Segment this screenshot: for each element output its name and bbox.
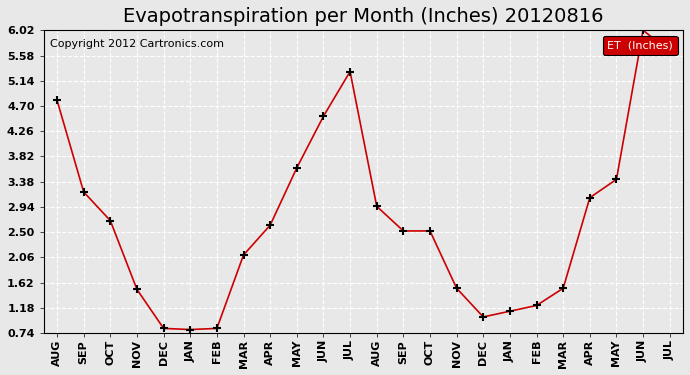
Legend: ET  (Inches): ET (Inches) <box>603 36 678 55</box>
Text: Copyright 2012 Cartronics.com: Copyright 2012 Cartronics.com <box>50 39 224 50</box>
Title: Evapotranspiration per Month (Inches) 20120816: Evapotranspiration per Month (Inches) 20… <box>123 7 604 26</box>
